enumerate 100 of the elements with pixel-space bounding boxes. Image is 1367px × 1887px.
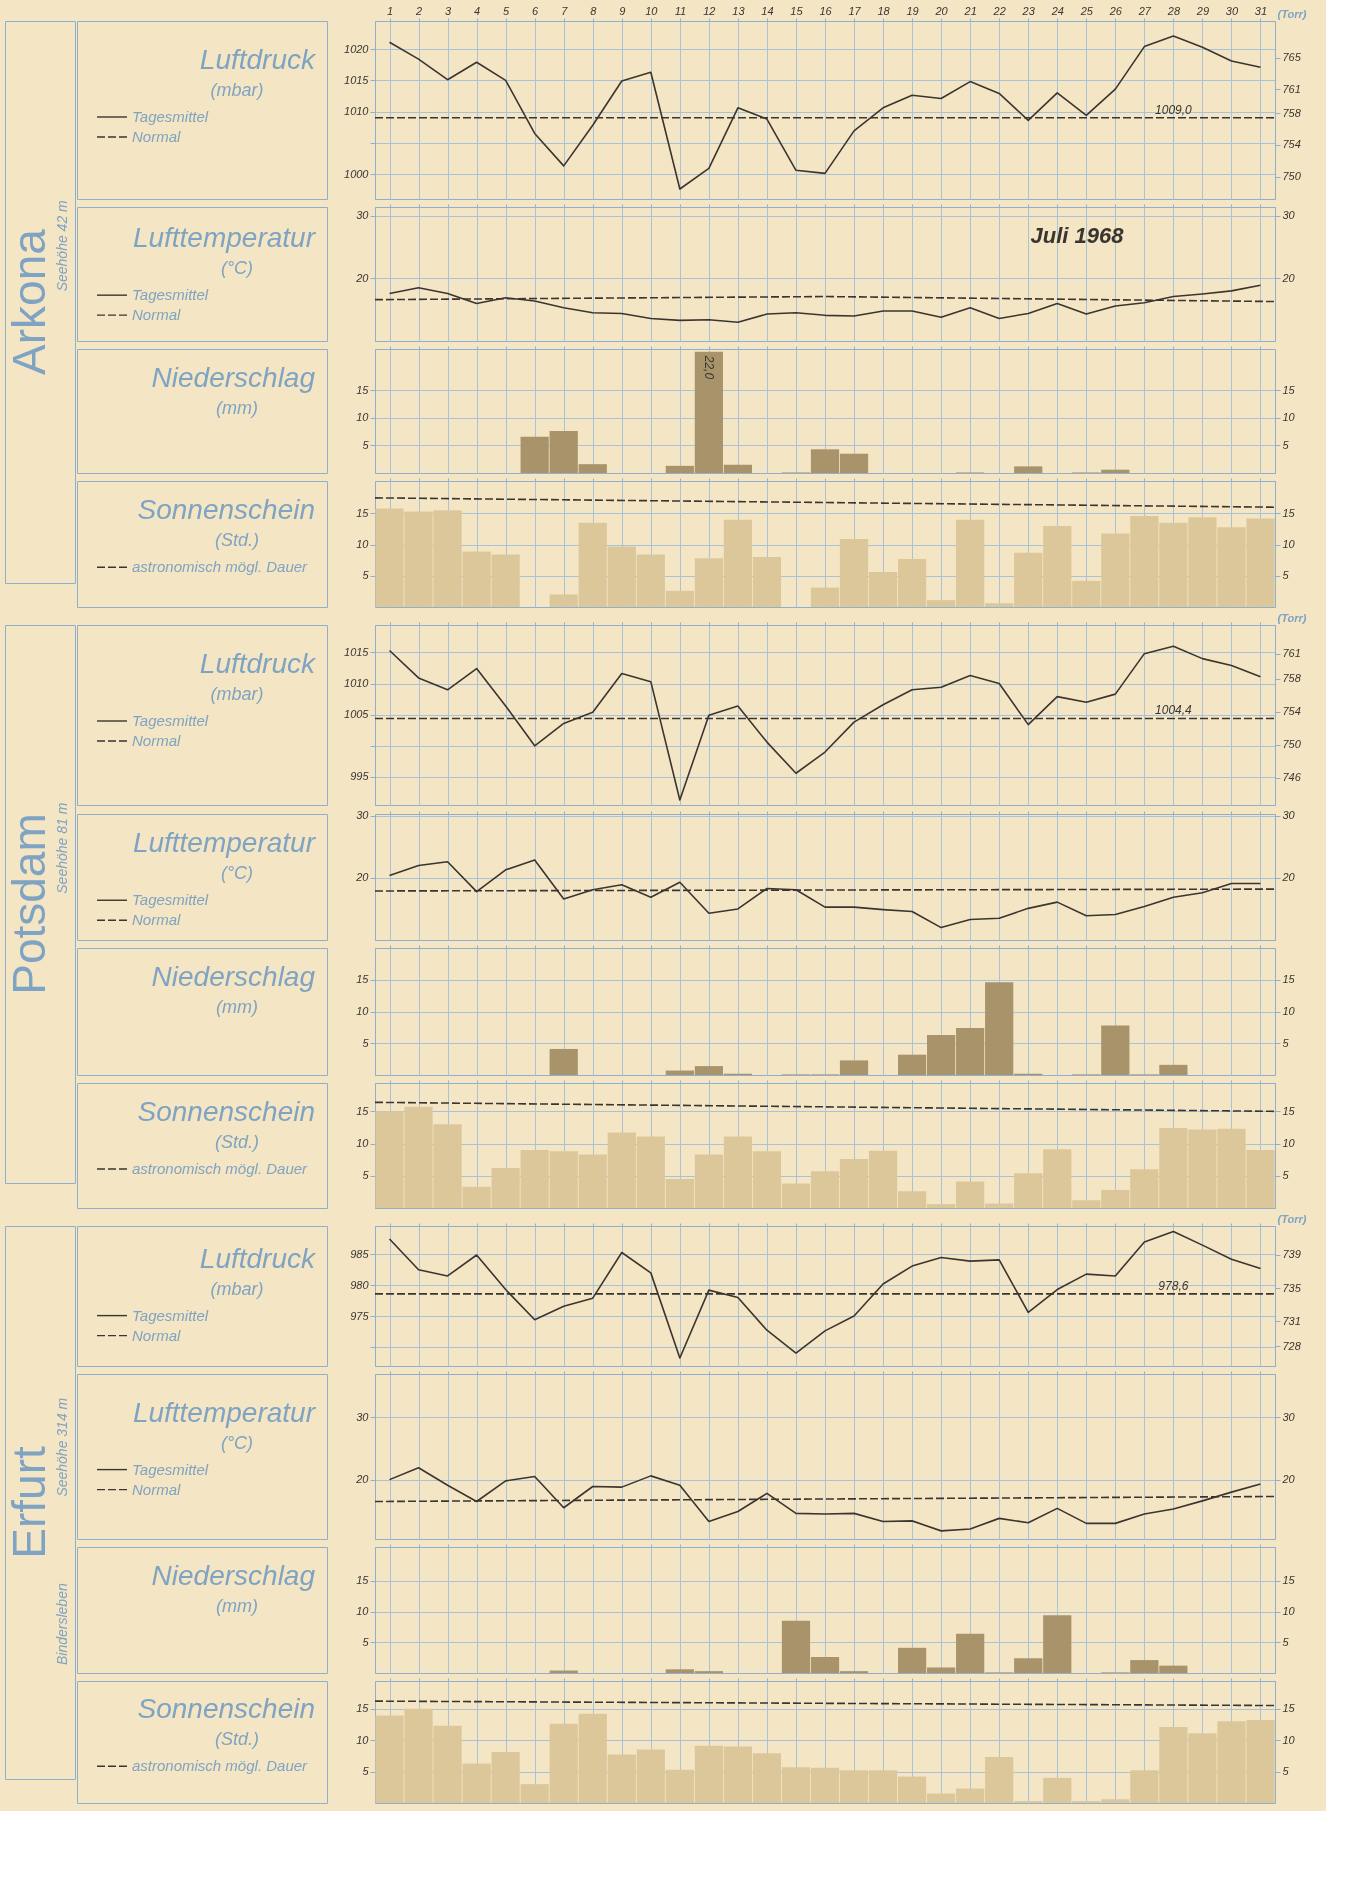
text: Seehöhe 314 m bbox=[54, 1397, 70, 1497]
y-tick-label: 1005 bbox=[344, 708, 370, 721]
y2-tick-label: 728 bbox=[1282, 1339, 1302, 1352]
y-tick-label: 1015 bbox=[344, 645, 370, 658]
legend-label: Tagesmittel bbox=[132, 286, 209, 304]
legend-label: Tagesmittel bbox=[132, 891, 209, 909]
y2-tick-label: 750 bbox=[1282, 170, 1302, 183]
y2-tick-label: 739 bbox=[1282, 1248, 1301, 1261]
y2-axis-title: (Torr) bbox=[1277, 611, 1307, 624]
y-tick-label: 10 bbox=[356, 1005, 370, 1017]
y-tick-label: 10 bbox=[356, 1733, 370, 1746]
y2-tick-label: 5 bbox=[1282, 1169, 1290, 1182]
y-tick-label: 15 bbox=[356, 506, 370, 519]
y-tick-label: 15 bbox=[356, 1104, 370, 1117]
legend-label: astronomisch mögl. Dauer bbox=[132, 558, 309, 576]
y-axis-title: (mm) bbox=[216, 997, 258, 1018]
y-axis-title: (mm) bbox=[216, 1596, 258, 1617]
legend-label: Normal bbox=[132, 128, 182, 145]
x-tick-label: 23 bbox=[1021, 4, 1036, 17]
y2-tick-label: 20 bbox=[1281, 1473, 1296, 1486]
y-tick-label: 1000 bbox=[344, 167, 370, 180]
x-tick-label: 9 bbox=[619, 4, 626, 17]
legend-label: Normal bbox=[132, 732, 182, 749]
text: Luftdruck bbox=[199, 1242, 317, 1274]
y-tick-label: 975 bbox=[350, 1309, 370, 1322]
legend-label: Tagesmittel bbox=[132, 1306, 209, 1324]
x-tick-label: 27 bbox=[1137, 4, 1152, 17]
y2-tick-label: 754 bbox=[1282, 705, 1301, 718]
y-axis-title: (°C) bbox=[220, 863, 254, 884]
y-tick-label: 10 bbox=[356, 1605, 370, 1618]
y-tick-label: 10 bbox=[356, 538, 370, 551]
x-tick-label: 5 bbox=[503, 4, 511, 17]
y-tick-label: 10 bbox=[356, 411, 370, 424]
y-axis-title: (mm) bbox=[216, 397, 258, 418]
x-tick-label: 3 bbox=[445, 4, 453, 17]
text: Sonnenschein bbox=[137, 1096, 315, 1127]
legend-label: Normal bbox=[132, 1326, 182, 1344]
annotation: 1009,0 bbox=[1155, 102, 1193, 117]
x-tick-label: 28 bbox=[1166, 4, 1181, 17]
chart-title: Niederschlag bbox=[151, 1560, 316, 1592]
y2-tick-label: 15 bbox=[1282, 1702, 1296, 1715]
y-tick-label: 1015 bbox=[344, 73, 370, 86]
text: Sonnenschein bbox=[137, 494, 315, 526]
y2-tick-label: 758 bbox=[1282, 672, 1302, 685]
text: Lufttemperatur bbox=[132, 1396, 317, 1428]
text: Seehöhe 42 m bbox=[54, 199, 70, 292]
chart-title: Niederschlag bbox=[151, 361, 316, 393]
y-axis-title: (Std.) bbox=[214, 1132, 260, 1152]
y2-tick-label: 30 bbox=[1282, 1410, 1296, 1423]
annotation: 978,6 bbox=[1158, 1278, 1189, 1293]
x-tick-label: 20 bbox=[934, 4, 949, 17]
y-tick-label: 30 bbox=[356, 1410, 370, 1423]
x-tick-label: 1 bbox=[386, 4, 394, 17]
y2-tick-label: 10 bbox=[1282, 411, 1296, 424]
y-tick-label: 1010 bbox=[344, 105, 370, 118]
text: Bindersleben bbox=[54, 1583, 70, 1666]
y-axis-title: (Std.) bbox=[214, 1729, 260, 1750]
y-axis-title: (mbar) bbox=[210, 80, 264, 100]
text: Luftdruck bbox=[199, 44, 317, 75]
x-tick-label: 12 bbox=[703, 4, 716, 17]
y2-tick-label: 754 bbox=[1282, 138, 1301, 151]
legend-label: Normal bbox=[132, 911, 182, 929]
y2-tick-label: 5 bbox=[1282, 1765, 1290, 1778]
x-tick-label: 10 bbox=[645, 4, 659, 17]
y2-tick-label: 10 bbox=[1282, 1733, 1296, 1746]
y-tick-label: 30 bbox=[356, 209, 370, 222]
y2-tick-label: 10 bbox=[1282, 1137, 1296, 1150]
y2-tick-label: 20 bbox=[1281, 271, 1296, 284]
legend-label: Normal bbox=[132, 306, 182, 324]
y-axis-title: (°C) bbox=[220, 1432, 254, 1453]
y-tick-label: 5 bbox=[362, 1169, 370, 1182]
x-tick-label: 11 bbox=[674, 4, 687, 17]
x-tick-label: 22 bbox=[992, 4, 1006, 17]
y2-tick-label: 10 bbox=[1282, 538, 1296, 551]
y-tick-label: 1010 bbox=[344, 677, 370, 690]
y-tick-label: 20 bbox=[355, 871, 370, 884]
chart-title: Sonnenschein bbox=[137, 1693, 315, 1725]
y-tick-label: 10 bbox=[356, 1137, 370, 1150]
y-tick-label: 15 bbox=[356, 383, 370, 396]
annotation: 1004,4 bbox=[1155, 703, 1193, 718]
x-tick-label: 21 bbox=[963, 4, 977, 17]
chart-title: Niederschlag bbox=[151, 961, 316, 993]
y2-tick-label: 765 bbox=[1282, 51, 1302, 64]
y-tick-label: 5 bbox=[362, 438, 370, 451]
x-tick-label: 13 bbox=[732, 4, 746, 17]
y-tick-label: 30 bbox=[356, 809, 370, 822]
y2-tick-label: 5 bbox=[1282, 569, 1290, 582]
y-tick-label: 20 bbox=[355, 1473, 370, 1486]
text: Arkona bbox=[3, 228, 55, 375]
y2-tick-label: 731 bbox=[1282, 1314, 1301, 1327]
x-tick-label: 30 bbox=[1225, 4, 1239, 17]
legend-label: astronomisch mögl. Dauer bbox=[132, 1160, 309, 1177]
y-tick-label: 980 bbox=[350, 1278, 370, 1291]
y-tick-label: 995 bbox=[350, 770, 370, 783]
y-axis-title: (°C) bbox=[220, 258, 254, 279]
text: Erfurt bbox=[3, 1446, 55, 1559]
y2-axis-title: (Torr) bbox=[1277, 1212, 1307, 1225]
y2-tick-label: 750 bbox=[1282, 738, 1302, 751]
x-tick-label: 6 bbox=[532, 4, 540, 17]
y-tick-label: 15 bbox=[356, 1574, 370, 1587]
